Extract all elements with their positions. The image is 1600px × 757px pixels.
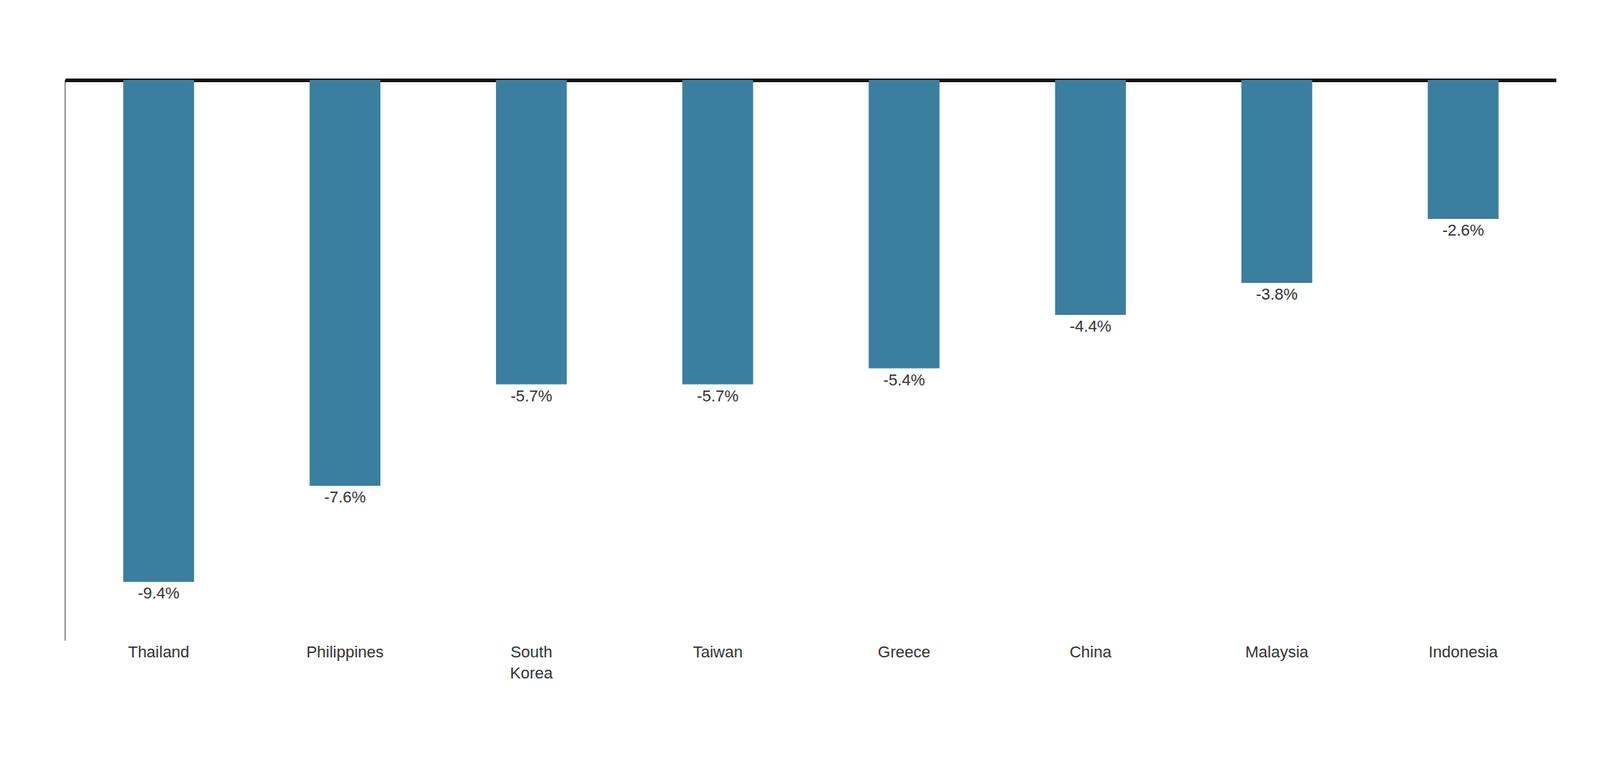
svg-text:-5.4%: -5.4% [882,370,925,390]
svg-text:Indonesia: Indonesia [1428,642,1499,662]
svg-text:-5.7%: -5.7% [696,386,739,406]
svg-text:Malaysia: Malaysia [1245,642,1310,662]
svg-text:-4.4%: -4.4% [1069,317,1112,336]
svg-text:Taiwan: Taiwan [693,642,743,662]
svg-text:-7.6%: -7.6% [324,488,366,507]
svg-text:-9.4%: -9.4% [137,584,179,603]
svg-text:-5.7%: -5.7% [510,386,552,406]
svg-text:-2.6%: -2.6% [1442,221,1484,240]
svg-text:Thailand: Thailand [128,642,190,662]
svg-text:Greece: Greece [877,642,931,662]
svg-text:-3.8%: -3.8% [1256,285,1298,304]
svg-text:Philippines: Philippines [306,642,384,662]
svg-text:SouthKorea: SouthKorea [509,642,553,683]
svg-text:China: China [1069,642,1112,662]
